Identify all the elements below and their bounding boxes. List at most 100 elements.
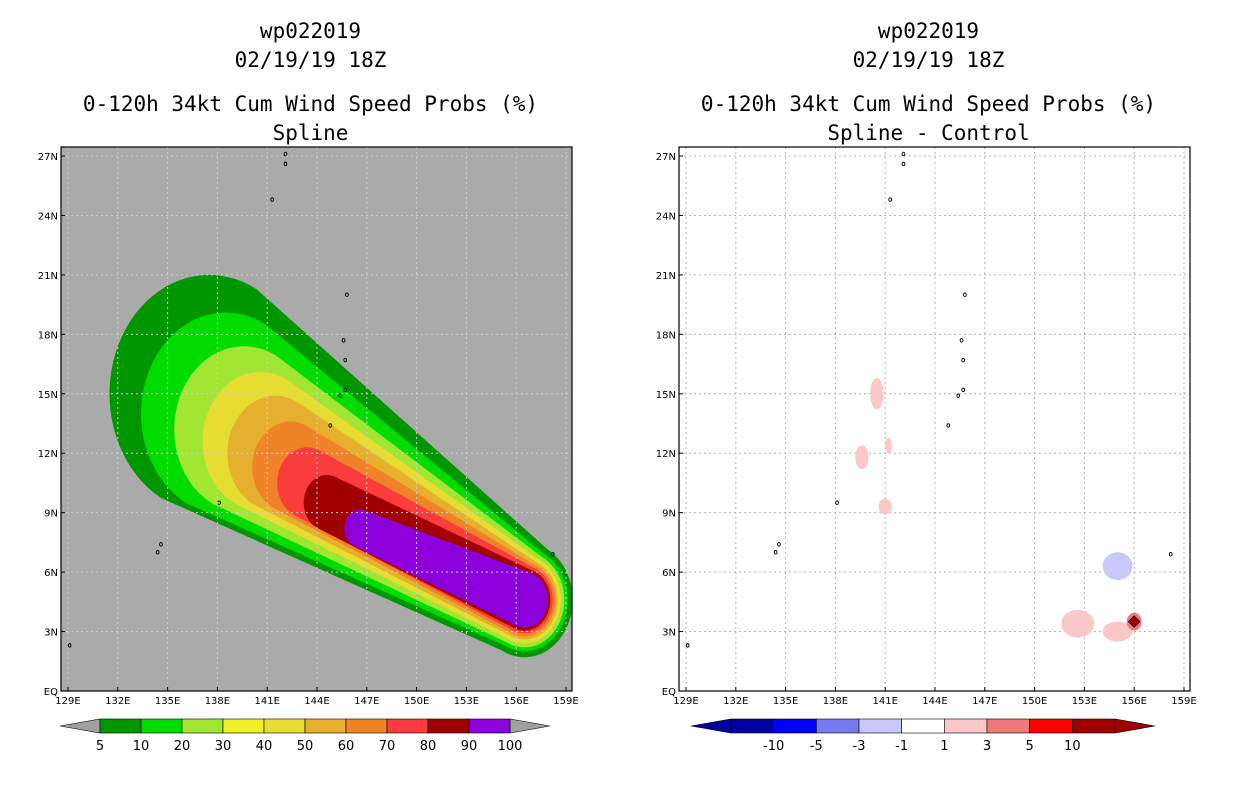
colorbar-swatch [222,718,265,734]
colorbar-label: 3 [983,739,991,754]
x-tick-label: 135E [773,696,798,707]
y-tick-label: 12N [656,449,676,460]
island-outline [341,338,346,343]
island-outline [67,643,72,648]
difference-patch [1102,621,1133,642]
colorbar-swatch [427,718,470,734]
colorbar-swatch [263,718,306,734]
y-tick-label: 24N [38,211,58,222]
island-outline [835,500,839,506]
colorbar-label: 100 [498,739,523,754]
island-outline [777,542,781,547]
x-tick-label: 159E [1171,696,1196,707]
x-tick-label: 138E [205,696,230,707]
colorbar-low-arrow [59,718,101,734]
y-tick-label: 12N [38,449,58,460]
colorbar-label: 10 [1064,739,1081,754]
island-outline [685,643,690,648]
left-datetime: 02/19/19 18Z [234,48,387,72]
colorbar-label: 5 [1026,739,1034,754]
right-datetime: 02/19/19 18Z [852,48,1005,72]
y-tick-label: 6N [44,568,58,579]
left-colorbar: 5 10 20 30 40 50 60 70 80 90 100 [59,718,551,754]
colorbar-label: -1 [895,739,908,754]
island-outline [283,161,288,167]
left-panel-title: wp022019 02/19/19 18Z 0-120h 34kt Cum Wi… [58,17,563,148]
colorbar-label: 1 [940,739,948,754]
x-tick-label: 132E [723,696,748,707]
colorbar-swatch [901,718,945,734]
chart-panel-0: 129E 132E 135E 138E 141E 144E 147E 150E 153E 156E… [38,146,579,707]
colorbar-label: 50 [297,739,314,754]
island-outline [961,387,966,393]
colorbar-swatch [468,718,511,734]
colorbar-label: 40 [256,739,273,754]
right-product: 0-120h 34kt Cum Wind Speed Probs (%) [700,92,1157,116]
colorbar-swatch [304,718,347,734]
y-tick-label: 18N [656,330,676,341]
colorbar-label: -3 [853,739,866,754]
x-tick-label: 138E [823,696,848,707]
y-tick-label: 3N [662,628,676,639]
difference-patch [1102,552,1133,581]
left-subtitle: Spline [272,121,349,145]
right-storm-id: wp022019 [877,19,980,43]
chart-panel-1: 129E 132E 135E 138E 141E 144E 147E 150E 153E 156E… [656,146,1197,707]
island-outline [159,542,163,547]
island-outline [345,292,349,297]
x-tick-label: 156E [1121,696,1146,707]
probability-contour-80 [344,509,548,628]
colorbar-label: 80 [420,739,437,754]
island-outline [963,292,967,297]
x-tick-label: 129E [673,696,698,707]
x-tick-label: 156E [503,696,528,707]
right-panel-title: wp022019 02/19/19 18Z 0-120h 34kt Cum Wi… [676,17,1181,148]
colorbar-label: 70 [379,739,396,754]
island-outline [343,387,348,393]
x-tick-label: 141E [872,696,897,707]
colorbar-swatch [181,718,224,734]
colorbar-label: -10 [763,739,784,754]
left-product: 0-120h 34kt Cum Wind Speed Probs (%) [82,92,539,116]
y-tick-label: 18N [38,330,58,341]
y-tick-label: 15N [38,390,58,401]
colorbar-swatch [986,718,1030,734]
island-outline [270,197,275,202]
colorbar-swatch [386,718,429,734]
x-tick-label: 150E [404,696,429,707]
x-tick-label: 132E [105,696,130,707]
island-outline [946,423,951,428]
colorbar-swatch [773,718,817,734]
difference-patch [1127,615,1141,628]
island-outline [961,357,966,363]
island-outline [901,151,906,157]
colorbar-swatch [99,718,142,734]
difference-patch [885,437,892,454]
colorbar-label: 5 [96,739,104,754]
y-tick-label: 6N [662,568,676,579]
colorbar-swatch [858,718,902,734]
island-outline [343,357,348,363]
y-tick-label: EQ [44,687,58,698]
colorbar-swatch [140,718,183,734]
x-tick-label: 144E [304,696,329,707]
colorbar-low-arrow [690,718,732,734]
y-tick-label: 27N [656,152,676,163]
right-subtitle: Spline - Control [827,121,1030,145]
island-outline [338,393,343,399]
colorbar-swatch [944,718,988,734]
y-tick-label: 24N [656,211,676,222]
difference-patch [870,377,884,410]
colorbar-label: 60 [338,739,355,754]
difference-patch [855,445,869,470]
difference-patch [1061,609,1095,638]
x-tick-label: 150E [1022,696,1047,707]
y-tick-label: 21N [38,271,58,282]
x-tick-label: 144E [922,696,947,707]
y-tick-label: 3N [44,628,58,639]
right-colorbar: -10 -5 -3 -1 1 3 5 10 [690,718,1156,754]
colorbar-label: -5 [810,739,823,754]
y-tick-label: EQ [662,687,676,698]
x-tick-label: 147E [972,696,997,707]
